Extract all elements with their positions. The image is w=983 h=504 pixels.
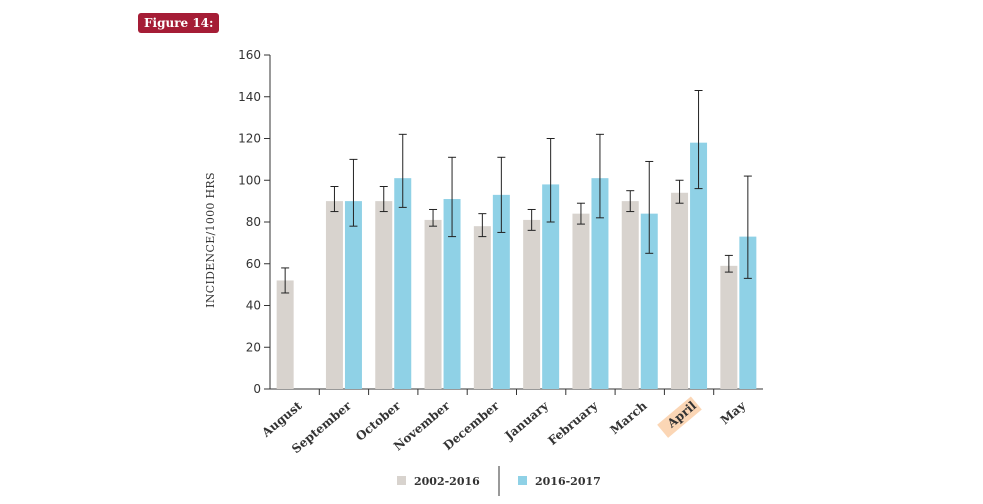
category-label-group: April: [657, 396, 702, 438]
y-axis: 0 20 40 60 80 100 120 140 160: [238, 48, 271, 396]
category-label: January: [501, 398, 551, 443]
y-tick-label: 80: [246, 215, 261, 229]
bar-2016-2017: [394, 178, 412, 389]
category-label: March: [607, 398, 649, 437]
category-label-group: March: [607, 398, 649, 437]
category-label: February: [545, 398, 601, 448]
legend-label: 2016-2017: [535, 475, 601, 488]
bars: [276, 142, 757, 389]
category-label: May: [718, 398, 749, 427]
category-label: October: [353, 398, 404, 444]
y-axis-label: INCIDENCE/1000 HRS: [204, 172, 217, 308]
bar-2016-2017: [542, 184, 560, 389]
bar-2002-2016: [572, 213, 590, 389]
y-tick-label: 40: [246, 299, 261, 313]
y-tick-label: 100: [238, 173, 261, 187]
bar-2002-2016: [424, 219, 442, 389]
y-tick-label: 140: [238, 90, 261, 104]
legend-swatch: [518, 476, 527, 485]
category-label-group: August: [258, 398, 304, 440]
bar-2016-2017: [492, 194, 510, 389]
y-tick-label: 20: [246, 340, 261, 354]
y-tick-label: 60: [246, 257, 261, 271]
category-label-group: January: [501, 398, 551, 443]
bar-2016-2017: [690, 142, 708, 389]
bar-2016-2017: [443, 199, 461, 389]
bar-2016-2017: [591, 178, 609, 389]
bar-2002-2016: [523, 219, 541, 389]
bar-2002-2016: [621, 201, 639, 389]
bar-2016-2017: [640, 213, 658, 389]
bar-2002-2016: [473, 226, 491, 389]
category-label-group: October: [353, 398, 404, 444]
x-axis: [270, 388, 763, 395]
y-tick-label: 160: [238, 48, 261, 62]
figure-label: Figure 14:: [138, 13, 220, 33]
category-label: August: [258, 398, 304, 440]
bar-2002-2016: [325, 201, 343, 389]
bar-2016-2017: [344, 201, 362, 389]
bar-2002-2016: [671, 192, 689, 389]
y-tick-label: 0: [253, 382, 261, 396]
legend: 2002-2016 2016-2017: [397, 466, 601, 496]
category-label-group: February: [545, 398, 601, 448]
bar-2002-2016: [720, 265, 738, 389]
bar-2016-2017: [739, 236, 757, 389]
error-bars: [281, 89, 752, 294]
legend-swatch: [397, 476, 406, 485]
legend-label: 2002-2016: [414, 475, 480, 488]
category-label-group: May: [718, 398, 749, 427]
bar-2002-2016: [276, 280, 294, 389]
bar-2002-2016: [375, 201, 393, 389]
category-highlight: [657, 396, 702, 438]
y-tick-label: 120: [238, 132, 261, 146]
